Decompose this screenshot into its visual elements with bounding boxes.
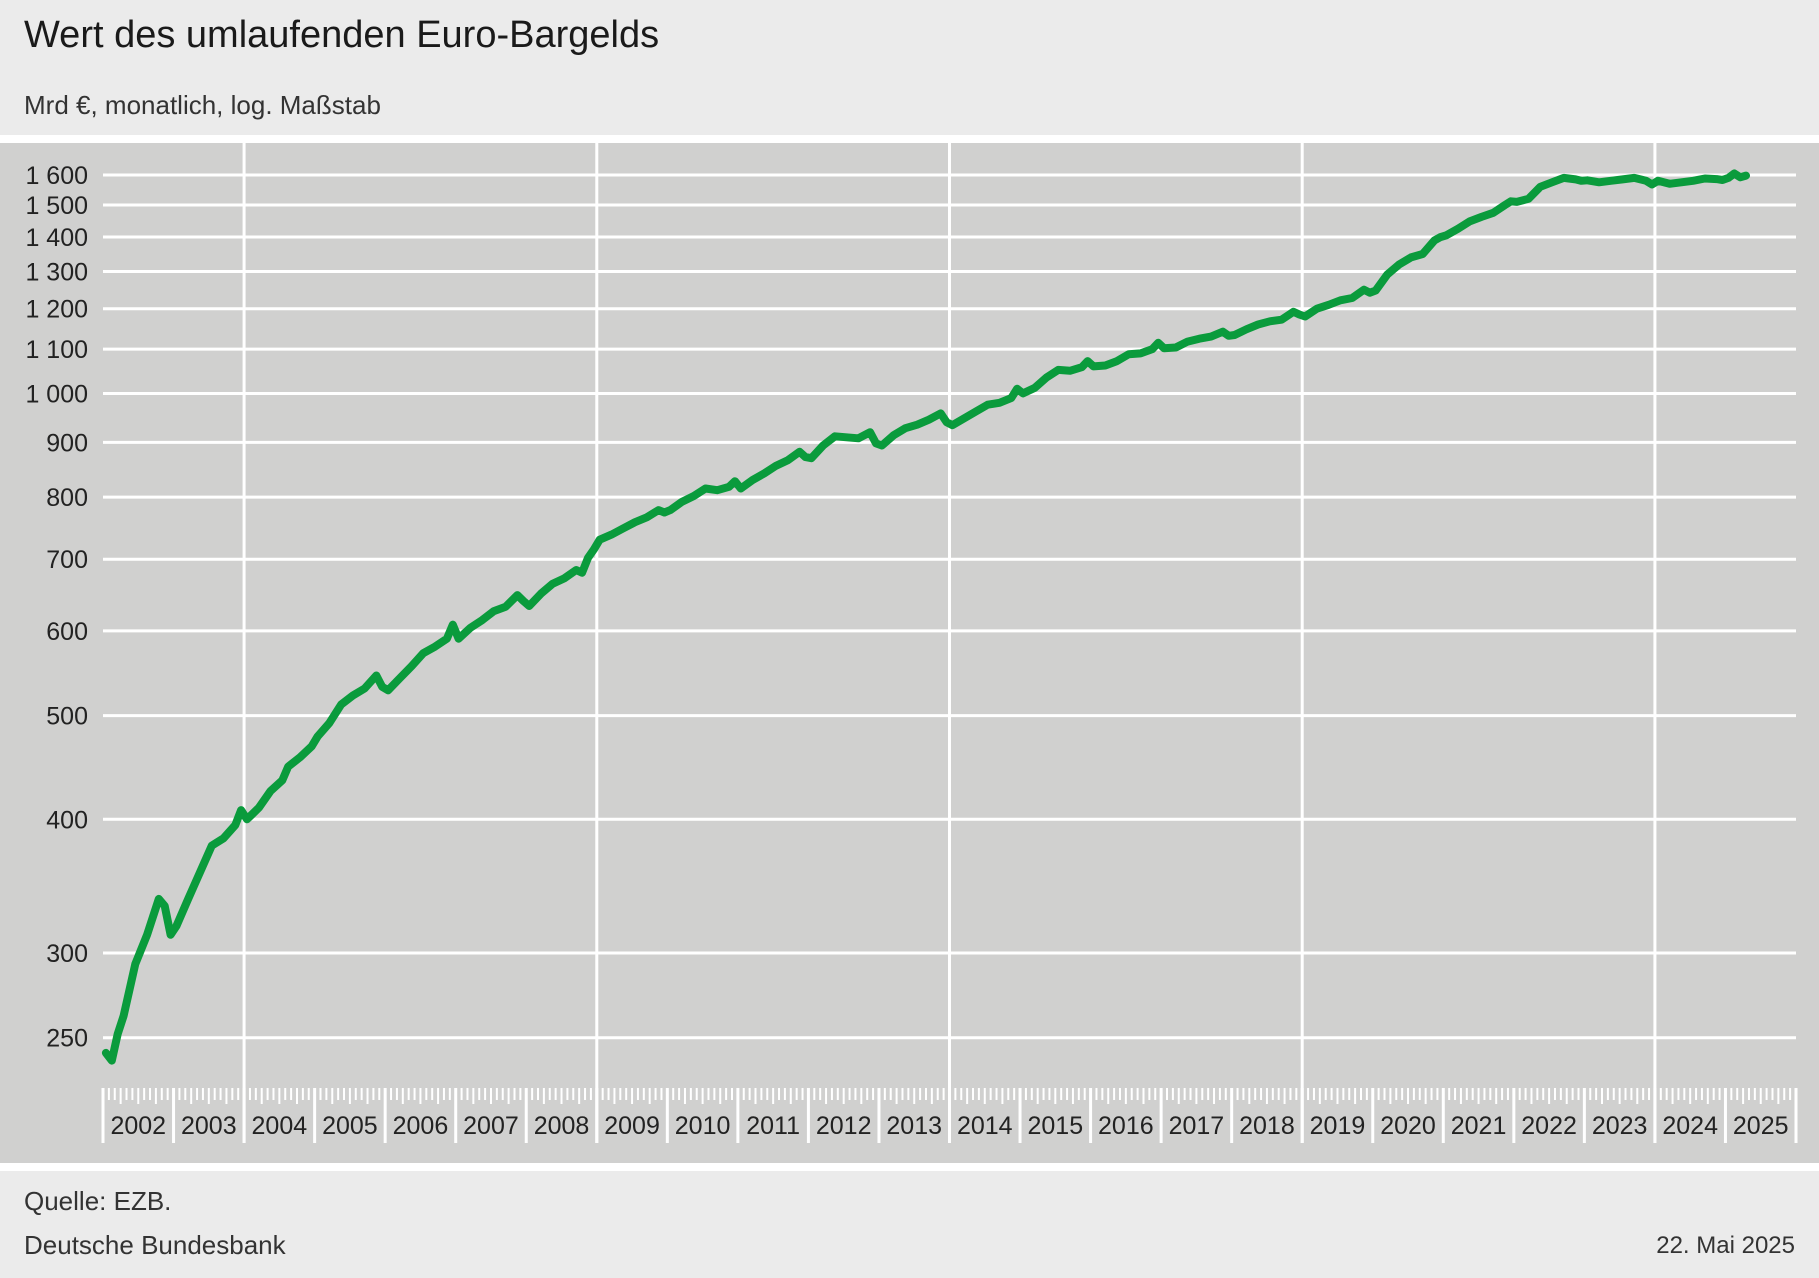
x-tick-label: 2016 [1098,1112,1154,1140]
x-tick-label: 2002 [110,1112,166,1140]
y-tick-label: 700 [46,546,88,574]
x-tick-label: 2022 [1521,1112,1577,1140]
x-tick-label: 2023 [1592,1112,1648,1140]
y-tick-label: 400 [46,806,88,834]
y-tick-label: 1 600 [25,162,88,190]
x-tick-label: 2013 [886,1112,942,1140]
publisher-name: Deutsche Bundesbank [24,1230,286,1260]
x-tick-label: 2004 [252,1112,308,1140]
x-tick-label: 2012 [816,1112,872,1140]
x-tick-label: 2024 [1662,1112,1718,1140]
y-tick-label: 900 [46,429,88,457]
y-tick-label: 1 300 [25,259,88,287]
chart-subtitle: Mrd €, monatlich, log. Maßstab [24,90,381,120]
x-tick-label: 2019 [1310,1112,1366,1140]
y-tick-label: 1 400 [25,224,88,252]
y-tick-label: 500 [46,703,88,731]
chart-header: Wert des umlaufenden Euro-Bargelds Mrd €… [0,0,1819,135]
x-tick-label: 2011 [746,1112,800,1140]
x-tick-label: 2005 [322,1112,378,1140]
x-tick-label: 2007 [463,1112,519,1140]
x-tick-label: 2003 [181,1112,237,1140]
y-tick-label: 300 [46,940,88,968]
x-tick-label: 2017 [1169,1112,1225,1140]
x-tick-label: 2010 [675,1112,731,1140]
chart-footer: Quelle: EZB. Deutsche Bundesbank 22. Mai… [0,1171,1819,1278]
y-tick-label: 600 [46,618,88,646]
bottom-separator [0,1163,1819,1171]
x-tick-label: 2018 [1239,1112,1295,1140]
y-tick-label: 250 [46,1025,88,1053]
y-tick-label: 1 000 [25,380,88,408]
x-tick-label: 2015 [1028,1112,1084,1140]
x-tick-label: 2009 [604,1112,660,1140]
top-separator [0,135,1819,143]
x-tick-label: 2014 [957,1112,1013,1140]
y-tick-label: 1 200 [25,296,88,324]
x-tick-label: 2021 [1451,1112,1507,1140]
chart-title: Wert des umlaufenden Euro-Bargelds [24,14,660,56]
publication-date: 22. Mai 2025 [1656,1232,1795,1259]
line-chart: 250 300 400 500 600 700 800 900 1 000 1 100 1 200 1… [25,143,1798,1143]
y-tick-label: 800 [46,484,88,512]
x-tick-label: 2008 [534,1112,590,1140]
x-tick-label: 2020 [1380,1112,1436,1140]
plot-area: 250 300 400 500 600 700 800 900 1 000 1 100 1 200 1… [0,143,1819,1163]
y-tick-label: 1 100 [25,336,88,364]
x-tick-label: 2006 [393,1112,449,1140]
x-tick-label: 2025 [1733,1112,1789,1140]
series-line-euro-cash [101,169,1750,1065]
source-note: Quelle: EZB. [24,1186,172,1216]
y-tick-label: 1 500 [25,192,88,220]
